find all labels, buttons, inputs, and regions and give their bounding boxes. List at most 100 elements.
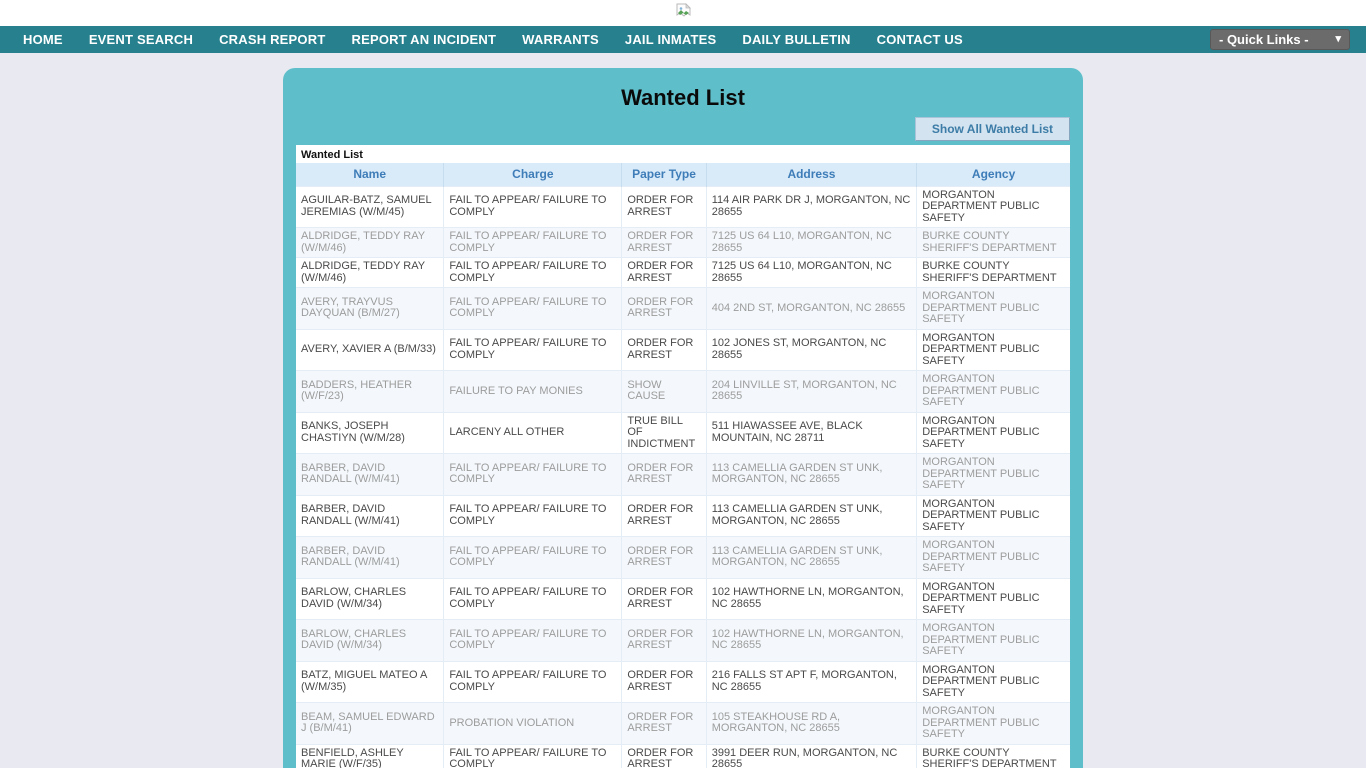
nav-item-jail-inmates[interactable]: JAIL INMATES bbox=[624, 32, 717, 47]
cell-agency: MORGANTON DEPARTMENT PUBLIC SAFETY bbox=[916, 287, 1070, 329]
cell-agency: MORGANTON DEPARTMENT PUBLIC SAFETY bbox=[916, 660, 1070, 703]
cell-agency: BURKE COUNTY SHERIFF'S DEPARTMENT bbox=[916, 743, 1070, 768]
cell-address: 102 JONES ST, MORGANTON, NC 28655 bbox=[705, 328, 917, 371]
nav-item-home[interactable]: HOME bbox=[23, 32, 63, 47]
table-row[interactable]: BARBER, DAVID RANDALL (W/M/41) FAIL TO A… bbox=[296, 453, 1070, 495]
nav-item-daily-bulletin[interactable]: DAILY BULLETIN bbox=[742, 32, 851, 47]
table-row[interactable]: BARBER, DAVID RANDALL (W/M/41) FAIL TO A… bbox=[296, 494, 1070, 537]
table-row[interactable]: BANKS, JOSEPH CHASTIYN (W/M/28) LARCENY … bbox=[296, 411, 1070, 454]
nav-item-contact-us[interactable]: CONTACT US bbox=[876, 32, 963, 47]
table-row[interactable]: ALDRIDGE, TEDDY RAY (W/M/46) FAIL TO APP… bbox=[296, 257, 1070, 288]
cell-charge: FAIL TO APPEAR/ FAILURE TO COMPLY bbox=[443, 536, 622, 578]
cell-agency: MORGANTON DEPARTMENT PUBLIC SAFETY bbox=[916, 453, 1070, 495]
cell-paper-type: ORDER FOR ARREST bbox=[621, 702, 707, 744]
cell-charge: FAIL TO APPEAR/ FAILURE TO COMPLY bbox=[443, 743, 622, 768]
wanted-list-card: Wanted List Name Charge Paper Type Addre… bbox=[296, 145, 1070, 768]
cell-name: BADDERS, HEATHER (W/F/23) bbox=[296, 370, 444, 412]
cell-name: BARLOW, CHARLES DAVID (W/M/34) bbox=[296, 619, 444, 661]
cell-agency: MORGANTON DEPARTMENT PUBLIC SAFETY bbox=[916, 536, 1070, 578]
cell-agency: BURKE COUNTY SHERIFF'S DEPARTMENT bbox=[916, 227, 1070, 258]
cell-name: BARLOW, CHARLES DAVID (W/M/34) bbox=[296, 577, 444, 620]
cell-name: ALDRIDGE, TEDDY RAY (W/M/46) bbox=[296, 227, 444, 258]
cell-agency: MORGANTON DEPARTMENT PUBLIC SAFETY bbox=[916, 411, 1070, 454]
table-row[interactable]: AGUILAR-BATZ, SAMUEL JEREMIAS (W/M/45) F… bbox=[296, 185, 1070, 228]
nav-item-report-an-incident[interactable]: REPORT AN INCIDENT bbox=[351, 32, 497, 47]
table-row[interactable]: AVERY, XAVIER A (B/M/33) FAIL TO APPEAR/… bbox=[296, 328, 1070, 371]
quick-links-label: - Quick Links - bbox=[1219, 32, 1309, 47]
cell-agency: BURKE COUNTY SHERIFF'S DEPARTMENT bbox=[916, 257, 1070, 288]
cell-name: BEAM, SAMUEL EDWARD J (B/M/41) bbox=[296, 702, 444, 744]
cell-paper-type: ORDER FOR ARREST bbox=[621, 287, 707, 329]
cell-name: AVERY, XAVIER A (B/M/33) bbox=[296, 328, 444, 371]
cell-charge: FAIL TO APPEAR/ FAILURE TO COMPLY bbox=[443, 660, 622, 703]
show-all-wanted-list-button[interactable]: Show All Wanted List bbox=[914, 117, 1070, 141]
table-section-label: Wanted List bbox=[296, 145, 1070, 163]
table-row[interactable]: BARLOW, CHARLES DAVID (W/M/34) FAIL TO A… bbox=[296, 619, 1070, 661]
cell-agency: MORGANTON DEPARTMENT PUBLIC SAFETY bbox=[916, 577, 1070, 620]
table-row[interactable]: BADDERS, HEATHER (W/F/23) FAILURE TO PAY… bbox=[296, 370, 1070, 412]
nav-item-warrants[interactable]: WARRANTS bbox=[522, 32, 599, 47]
table-row[interactable]: BATZ, MIGUEL MATEO A (W/M/35) FAIL TO AP… bbox=[296, 660, 1070, 703]
column-header-paper-type[interactable]: Paper Type bbox=[621, 163, 707, 186]
column-header-address[interactable]: Address bbox=[705, 163, 917, 186]
cell-address: 204 LINVILLE ST, MORGANTON, NC 28655 bbox=[705, 370, 917, 412]
cell-agency: MORGANTON DEPARTMENT PUBLIC SAFETY bbox=[916, 370, 1070, 412]
main-navigation: HOME EVENT SEARCH CRASH REPORT REPORT AN… bbox=[0, 26, 1366, 53]
cell-address: 113 CAMELLIA GARDEN ST UNK, MORGANTON, N… bbox=[705, 453, 917, 495]
cell-charge: FAIL TO APPEAR/ FAILURE TO COMPLY bbox=[443, 494, 622, 537]
cell-charge: FAIL TO APPEAR/ FAILURE TO COMPLY bbox=[443, 328, 622, 371]
cell-name: BANKS, JOSEPH CHASTIYN (W/M/28) bbox=[296, 411, 444, 454]
table-row[interactable]: BARBER, DAVID RANDALL (W/M/41) FAIL TO A… bbox=[296, 536, 1070, 578]
cell-paper-type: TRUE BILL OF INDICTMENT bbox=[621, 411, 707, 454]
column-header-agency[interactable]: Agency bbox=[916, 163, 1070, 186]
cell-address: 3991 DEER RUN, MORGANTON, NC 28655 bbox=[705, 743, 917, 768]
page-top-strip bbox=[0, 0, 1366, 26]
wanted-list-panel: Wanted List Show All Wanted List Wanted … bbox=[283, 68, 1083, 768]
cell-name: ALDRIDGE, TEDDY RAY (W/M/46) bbox=[296, 257, 444, 288]
cell-paper-type: ORDER FOR ARREST bbox=[621, 743, 707, 768]
cell-address: 216 FALLS ST APT F, MORGANTON, NC 28655 bbox=[705, 660, 917, 703]
table-row[interactable]: BEAM, SAMUEL EDWARD J (B/M/41) PROBATION… bbox=[296, 702, 1070, 744]
cell-paper-type: ORDER FOR ARREST bbox=[621, 257, 707, 288]
cell-name: BARBER, DAVID RANDALL (W/M/41) bbox=[296, 494, 444, 537]
cell-paper-type: ORDER FOR ARREST bbox=[621, 453, 707, 495]
cell-agency: MORGANTON DEPARTMENT PUBLIC SAFETY bbox=[916, 494, 1070, 537]
cell-address: 102 HAWTHORNE LN, MORGANTON, NC 28655 bbox=[705, 619, 917, 661]
cell-paper-type: ORDER FOR ARREST bbox=[621, 494, 707, 537]
cell-paper-type: ORDER FOR ARREST bbox=[621, 185, 707, 228]
table-row[interactable]: AVERY, TRAYVUS DAYQUAN (B/M/27) FAIL TO … bbox=[296, 287, 1070, 329]
wanted-list-table: Name Charge Paper Type Address Agency AG… bbox=[296, 163, 1070, 768]
cell-address: 113 CAMELLIA GARDEN ST UNK, MORGANTON, N… bbox=[705, 536, 917, 578]
cell-paper-type: SHOW CAUSE bbox=[621, 370, 707, 412]
cell-address: 404 2ND ST, MORGANTON, NC 28655 bbox=[705, 287, 917, 329]
cell-paper-type: ORDER FOR ARREST bbox=[621, 660, 707, 703]
cell-charge: FAIL TO APPEAR/ FAILURE TO COMPLY bbox=[443, 619, 622, 661]
cell-name: BENFIELD, ASHLEY MARIE (W/F/35) bbox=[296, 743, 444, 768]
cell-charge: PROBATION VIOLATION bbox=[443, 702, 622, 744]
table-row[interactable]: BENFIELD, ASHLEY MARIE (W/F/35) FAIL TO … bbox=[296, 743, 1070, 768]
cell-agency: MORGANTON DEPARTMENT PUBLIC SAFETY bbox=[916, 185, 1070, 228]
cell-agency: MORGANTON DEPARTMENT PUBLIC SAFETY bbox=[916, 619, 1070, 661]
cell-address: 511 HIAWASSEE AVE, BLACK MOUNTAIN, NC 28… bbox=[705, 411, 917, 454]
cell-charge: FAIL TO APPEAR/ FAILURE TO COMPLY bbox=[443, 577, 622, 620]
quick-links-dropdown[interactable]: - Quick Links - ▾ bbox=[1210, 29, 1350, 50]
cell-charge: FAIL TO APPEAR/ FAILURE TO COMPLY bbox=[443, 257, 622, 288]
cell-address: 7125 US 64 L10, MORGANTON, NC 28655 bbox=[705, 227, 917, 258]
chevron-down-icon: ▾ bbox=[1335, 33, 1341, 45]
table-row[interactable]: BARLOW, CHARLES DAVID (W/M/34) FAIL TO A… bbox=[296, 577, 1070, 620]
cell-agency: MORGANTON DEPARTMENT PUBLIC SAFETY bbox=[916, 328, 1070, 371]
table-row[interactable]: ALDRIDGE, TEDDY RAY (W/M/46) FAIL TO APP… bbox=[296, 227, 1070, 258]
column-header-charge[interactable]: Charge bbox=[443, 163, 622, 186]
cell-charge: FAIL TO APPEAR/ FAILURE TO COMPLY bbox=[443, 227, 622, 258]
cell-address: 114 AIR PARK DR J, MORGANTON, NC 28655 bbox=[705, 185, 917, 228]
cell-agency: MORGANTON DEPARTMENT PUBLIC SAFETY bbox=[916, 702, 1070, 744]
cell-charge: LARCENY ALL OTHER bbox=[443, 411, 622, 454]
nav-item-event-search[interactable]: EVENT SEARCH bbox=[88, 32, 194, 47]
cell-charge: FAILURE TO PAY MONIES bbox=[443, 370, 622, 412]
column-header-name[interactable]: Name bbox=[296, 163, 444, 186]
nav-item-crash-report[interactable]: CRASH REPORT bbox=[219, 32, 326, 47]
cell-paper-type: ORDER FOR ARREST bbox=[621, 328, 707, 371]
cell-address: 113 CAMELLIA GARDEN ST UNK, MORGANTON, N… bbox=[705, 494, 917, 537]
cell-name: BATZ, MIGUEL MATEO A (W/M/35) bbox=[296, 660, 444, 703]
cell-charge: FAIL TO APPEAR/ FAILURE TO COMPLY bbox=[443, 453, 622, 495]
